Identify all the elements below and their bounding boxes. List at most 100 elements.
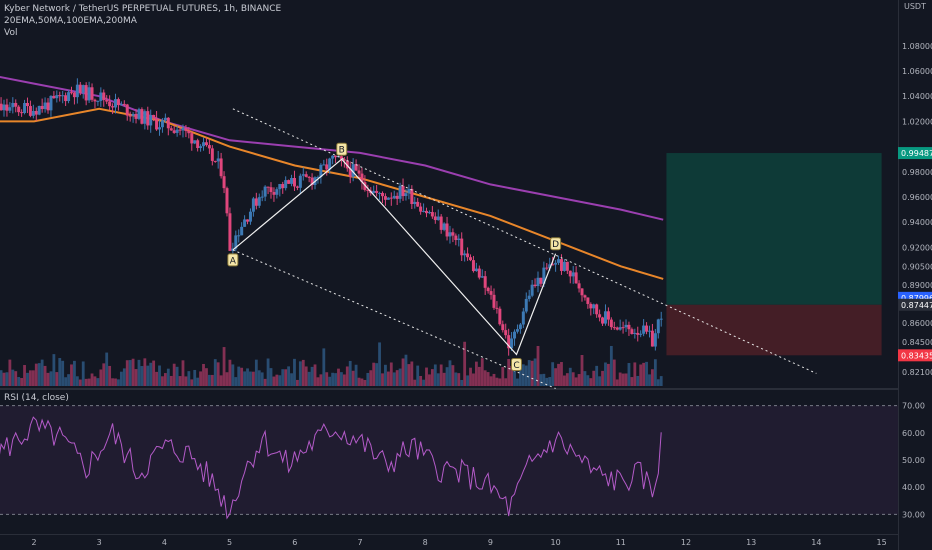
candle-body (562, 261, 566, 271)
rsi-legend[interactable]: RSI (14, close) (4, 393, 69, 403)
volume-bar (128, 360, 132, 386)
candle-body (125, 104, 129, 116)
volume-bar (331, 372, 335, 386)
volume-bar (560, 362, 563, 386)
candle-body (495, 307, 499, 309)
candle-body (565, 261, 569, 271)
time-tick-label: 9 (488, 538, 493, 547)
volume-bar (199, 371, 202, 386)
volume-bar (513, 368, 516, 386)
candle-body (84, 85, 88, 101)
candle-body (559, 259, 563, 271)
volume-bar (609, 345, 613, 386)
candle-body (609, 319, 613, 328)
candle-body (427, 212, 431, 214)
price-label-text: 0.99487 (901, 149, 932, 158)
volume-bar (319, 374, 323, 386)
volume-bar (639, 364, 643, 386)
candle-body (639, 333, 643, 335)
candle-body (328, 158, 332, 170)
candle-body (366, 189, 370, 191)
volume-bar (158, 365, 161, 386)
volume-bar (533, 358, 537, 386)
rsi-tick-label: 60.00 (902, 429, 925, 438)
pattern-point-label: A (230, 256, 237, 266)
candle-body (25, 103, 29, 107)
volume-bar (140, 366, 144, 386)
volume-bar (243, 371, 246, 386)
candle-body (325, 164, 329, 170)
volume-bar (463, 341, 467, 386)
volume-bar (363, 379, 367, 386)
candle-body (216, 158, 220, 162)
time-tick-label: 4 (162, 538, 167, 547)
candle-body (284, 180, 288, 189)
candle-body (246, 219, 250, 222)
candle-body (504, 330, 508, 336)
rsi-tick-label: 40.00 (902, 483, 925, 492)
price-tick-label: 0.98000 (902, 168, 932, 177)
volume-bar (563, 375, 566, 386)
volume-bar (316, 377, 320, 386)
candle-body (72, 92, 76, 98)
indicator-legend[interactable]: 20EMA,50MA,100EMA,200MA (4, 16, 137, 26)
volume-bar (322, 348, 326, 386)
candle-body (530, 284, 534, 296)
volume-bar (117, 379, 120, 386)
candle-body (187, 130, 191, 134)
volume-bar (416, 365, 420, 386)
candle-body (392, 195, 396, 199)
candle-body (46, 102, 50, 111)
candle-body (542, 267, 546, 284)
volume-bar (58, 358, 62, 386)
candle-body (301, 174, 305, 176)
volume-bar (222, 347, 226, 386)
pattern-point-badge (550, 237, 562, 251)
candle-body (78, 84, 82, 93)
candle-body (240, 226, 244, 236)
volume-bar (422, 379, 425, 386)
rsi-tick-label: 30.00 (902, 510, 925, 519)
candle-body (163, 117, 167, 121)
candle-body (69, 92, 73, 94)
volume-bar (648, 374, 651, 386)
volume-bar (34, 363, 38, 386)
volume-bar (93, 376, 97, 386)
candle-body (87, 87, 91, 101)
time-tick-label: 2 (31, 538, 36, 547)
candle-body (11, 102, 15, 108)
candle-body (612, 327, 616, 329)
volume-bar (143, 358, 147, 386)
volume-bar (448, 360, 452, 386)
candle-body (380, 192, 384, 197)
candle-body (2, 104, 6, 111)
candle-body (633, 332, 637, 334)
candle-body (275, 189, 279, 195)
candle-body (433, 216, 437, 221)
candle-body (430, 212, 434, 217)
volume-bar (595, 365, 599, 386)
candle-body (137, 109, 141, 119)
candle-body (395, 195, 399, 199)
price-tick-label: 0.82100 (902, 368, 932, 377)
volume-bar (498, 378, 502, 386)
candle-body (539, 277, 543, 284)
channel-upper-line (232, 108, 817, 374)
candle-body (213, 160, 217, 162)
volume-bar (607, 363, 610, 386)
candle-body (175, 129, 179, 133)
volume-bar (196, 377, 200, 386)
volume-bar (507, 359, 511, 386)
volume-bar (392, 372, 396, 386)
volume-bar (184, 376, 188, 386)
volume-bar (433, 364, 437, 386)
volume-bar (630, 377, 634, 386)
candle-body (589, 303, 593, 309)
candle-body (401, 185, 405, 197)
volume-legend[interactable]: Vol (4, 28, 18, 38)
volume-bar (375, 363, 379, 386)
ema100-line (0, 107, 664, 280)
volume-bar (193, 369, 197, 386)
candle-body (40, 105, 44, 110)
